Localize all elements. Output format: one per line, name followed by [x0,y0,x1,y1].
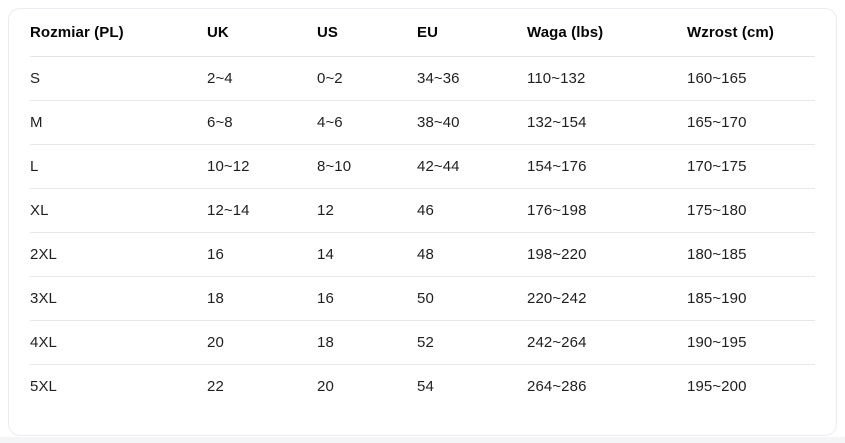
table-row: M 6~8 4~6 38~40 132~154 165~170 [30,100,815,144]
size-value-cell: 176~198 [527,201,587,219]
size-value-cell: 20 [317,377,334,395]
size-label-cell: 3XL [30,289,57,307]
table-row: 3XL 18 16 50 220~242 185~190 [30,276,815,320]
size-value-cell: 132~154 [527,113,587,131]
size-label-cell: 5XL [30,377,57,395]
size-value-cell: 0~2 [317,69,343,87]
size-value-cell: 170~175 [687,157,747,175]
size-value-cell: 50 [417,289,434,307]
size-label-cell: 2XL [30,245,57,263]
size-value-cell: 185~190 [687,289,747,307]
table-row: XL 12~14 12 46 176~198 175~180 [30,188,815,232]
size-value-cell: 180~185 [687,245,747,263]
column-header: UK [207,23,229,41]
table-row: 2XL 16 14 48 198~220 180~185 [30,232,815,276]
size-value-cell: 154~176 [527,157,587,175]
size-value-cell: 22 [207,377,224,395]
size-value-cell: 16 [317,289,334,307]
size-value-cell: 4~6 [317,113,343,131]
size-value-cell: 38~40 [417,113,460,131]
size-value-cell: 110~132 [527,69,586,87]
size-value-cell: 220~242 [527,289,587,307]
size-value-cell: 8~10 [317,157,352,175]
size-chart-card: Rozmiar (PL) UK US EU Waga (lbs) Wzrost (cm) … [8,8,837,436]
size-value-cell: 46 [417,201,434,219]
size-value-cell: 18 [317,333,334,351]
size-chart-table: Rozmiar (PL) UK US EU Waga (lbs) Wzrost (cm) … [30,9,815,408]
size-value-cell: 160~165 [687,69,747,87]
size-value-cell: 16 [207,245,224,263]
size-chart-header: Rozmiar (PL) UK US EU Waga (lbs) Wzrost (cm) [30,9,815,56]
size-label-cell: XL [30,201,49,219]
size-value-cell: 242~264 [527,333,587,351]
column-header: Waga (lbs) [527,23,604,41]
size-value-cell: 52 [417,333,434,351]
size-value-cell: 42~44 [417,157,460,175]
size-value-cell: 12 [317,201,334,219]
size-label-cell: M [30,113,43,131]
table-row: 4XL 20 18 52 242~264 190~195 [30,320,815,364]
size-value-cell: 34~36 [417,69,460,87]
page-bottom-strip [0,437,845,443]
size-value-cell: 18 [207,289,224,307]
size-value-cell: 12~14 [207,201,250,219]
size-value-cell: 190~195 [687,333,747,351]
header-row: Rozmiar (PL) UK US EU Waga (lbs) Wzrost (cm) [30,9,815,56]
column-header: US [317,23,339,41]
size-value-cell: 175~180 [687,201,747,219]
size-value-cell: 54 [417,377,434,395]
size-value-cell: 20 [207,333,224,351]
size-value-cell: 48 [417,245,434,263]
size-value-cell: 165~170 [687,113,747,131]
size-chart-body: S 2~4 0~2 34~36 110~132 160~165 M 6~8 4~6 38~40 13… [30,56,815,408]
size-value-cell: 264~286 [527,377,587,395]
table-row: L 10~12 8~10 42~44 154~176 170~175 [30,144,815,188]
size-label-cell: L [30,157,39,175]
size-value-cell: 2~4 [207,69,233,87]
column-header: EU [417,23,439,41]
size-value-cell: 14 [317,245,334,263]
size-value-cell: 195~200 [687,377,747,395]
column-header: Rozmiar (PL) [30,23,124,41]
size-label-cell: S [30,69,41,87]
table-row: 5XL 22 20 54 264~286 195~200 [30,364,815,408]
size-value-cell: 6~8 [207,113,233,131]
table-row: S 2~4 0~2 34~36 110~132 160~165 [30,56,815,100]
size-value-cell: 198~220 [527,245,587,263]
size-value-cell: 10~12 [207,157,250,175]
size-label-cell: 4XL [30,333,57,351]
column-header: Wzrost (cm) [687,23,774,41]
